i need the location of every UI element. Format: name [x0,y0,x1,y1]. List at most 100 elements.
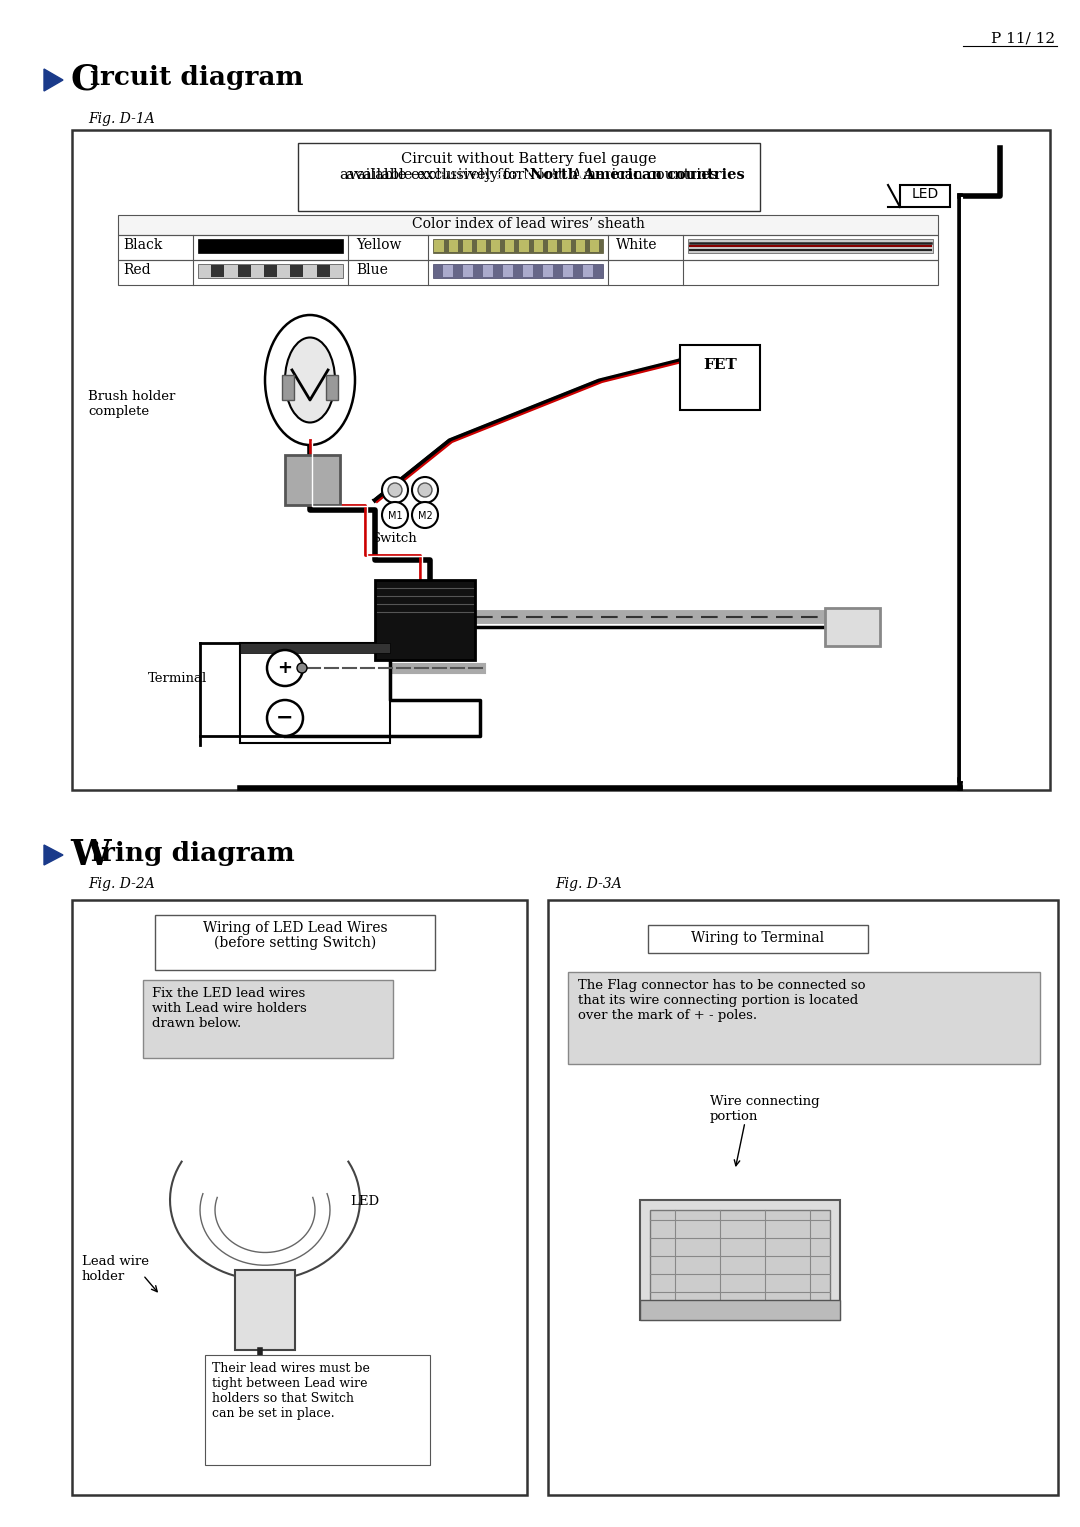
Bar [235,1270,295,1350]
Text: The Flag connector has to be connected so
that its wire connecting portion is lo: The Flag connector has to be connected s… [578,979,865,1022]
Bar [648,925,868,953]
Bar [156,915,435,970]
Text: LED: LED [912,186,939,202]
Circle shape [382,476,408,502]
Text: +: + [278,660,293,676]
Polygon shape [44,69,63,92]
Bar [443,266,453,276]
Text: ircuit diagram: ircuit diagram [90,66,303,90]
Bar [285,455,340,505]
Bar [72,130,1050,789]
Text: available exclusively for: available exclusively for [346,168,529,182]
Bar [505,240,514,252]
Circle shape [411,502,438,528]
Bar [503,266,513,276]
Bar [640,1299,840,1319]
Bar [118,215,939,235]
Text: Terminal: Terminal [148,672,207,686]
Bar [568,973,1040,1064]
Text: (before setting Switch): (before setting Switch) [214,936,376,950]
Bar [264,266,278,276]
Text: C: C [70,63,98,96]
Circle shape [267,699,303,736]
Bar [900,185,950,208]
Circle shape [388,483,402,496]
Bar [650,1209,831,1310]
Bar [680,345,760,411]
Circle shape [382,502,408,528]
Text: Fig. D-2A: Fig. D-2A [87,876,154,890]
Bar [143,980,393,1058]
Bar [483,266,492,276]
Bar [519,240,528,252]
Bar [477,240,486,252]
Bar [326,376,338,400]
Bar [433,240,603,253]
Ellipse shape [265,315,355,444]
Bar [240,643,390,744]
Bar [543,266,553,276]
Bar [433,264,603,278]
Text: iring diagram: iring diagram [91,841,295,866]
Bar [198,240,343,253]
Text: M2: M2 [418,512,432,521]
Text: P 11/ 12: P 11/ 12 [990,32,1055,46]
Text: FET: FET [703,357,737,373]
Text: Yellow: Yellow [356,238,402,252]
Text: −: − [276,709,294,728]
Text: available exclusively for North American countries: available exclusively for North American… [340,168,718,182]
Ellipse shape [285,337,335,423]
Bar [282,376,294,400]
Bar [563,266,573,276]
Text: White: White [616,238,658,252]
Text: Red: Red [123,263,150,276]
Bar [491,240,500,252]
Bar [576,240,585,252]
Text: Black: Black [123,238,162,252]
Circle shape [267,651,303,686]
Circle shape [418,483,432,496]
Circle shape [297,663,307,673]
Bar [72,899,527,1495]
Bar [291,266,303,276]
Bar [523,266,534,276]
Bar [688,240,933,253]
Bar [448,240,458,252]
Text: Fig. D-3A: Fig. D-3A [555,876,622,890]
Bar [534,240,543,252]
Bar [205,1354,430,1464]
Text: Blue: Blue [356,263,388,276]
Bar [118,235,939,260]
Bar [316,266,329,276]
Text: Switch: Switch [373,531,418,545]
Text: Brush holder
complete: Brush holder complete [87,389,175,418]
Bar [548,240,557,252]
Bar [118,260,939,286]
Bar [463,266,473,276]
Text: Fix the LED lead wires
with Lead wire holders
drawn below.: Fix the LED lead wires with Lead wire ho… [152,986,307,1031]
Bar [620,1180,900,1350]
Text: Wiring to Terminal: Wiring to Terminal [691,931,824,945]
Text: Circuit without Battery fuel gauge: Circuit without Battery fuel gauge [402,153,657,166]
Text: W: W [70,838,110,872]
Bar [198,264,343,278]
Bar [825,608,880,646]
Text: Color index of lead wires’ sheath: Color index of lead wires’ sheath [411,217,645,231]
Bar [640,1200,840,1319]
Bar [375,580,475,660]
Text: Wire connecting
portion: Wire connecting portion [710,1095,820,1122]
Text: M1: M1 [388,512,403,521]
Bar [238,266,251,276]
Text: Fig. D-1A: Fig. D-1A [87,111,154,127]
Text: Lead wire
holder: Lead wire holder [82,1255,149,1283]
Text: available exclusively for: available exclusively for [437,168,620,182]
Bar [434,240,444,252]
Bar [212,266,225,276]
Text: Their lead wires must be
tight between Lead wire
holders so that Switch
can be s: Their lead wires must be tight between L… [212,1362,369,1420]
Bar [562,240,571,252]
Bar [298,144,760,211]
Bar [591,240,599,252]
Polygon shape [44,844,63,864]
Bar [240,643,390,654]
Text: North American countries: North American countries [530,168,745,182]
